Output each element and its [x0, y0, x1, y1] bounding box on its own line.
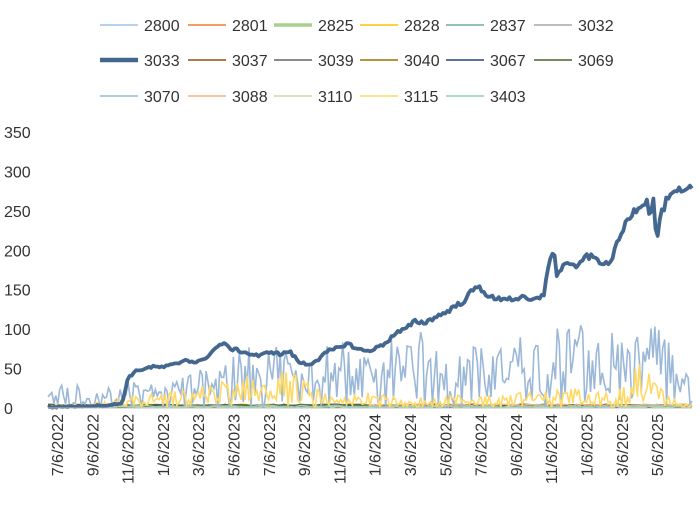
- legend-label: 3032: [578, 18, 614, 35]
- legend-entry-3070: 3070: [100, 89, 180, 106]
- y-tick-label: 250: [4, 204, 31, 221]
- legend-label: 3069: [578, 53, 614, 70]
- y-tick-label: 350: [4, 125, 31, 142]
- legend-label: 2825: [318, 18, 354, 35]
- x-tick-label: 9/6/2022: [85, 414, 102, 476]
- legend-entry-3110: 3110: [274, 89, 353, 106]
- x-tick-label: 11/6/2024: [544, 414, 561, 484]
- legend-entry-3115: 3115: [360, 89, 439, 106]
- y-axis: 0 50 100 150 200 250 300 350: [4, 125, 31, 418]
- legend-entry-3039: 3039: [274, 53, 354, 70]
- legend-label: 3403: [490, 89, 526, 106]
- x-tick-label: 3/6/2023: [191, 414, 208, 476]
- x-tick-label: 11/6/2022: [121, 414, 138, 484]
- y-tick-label: 100: [4, 322, 31, 339]
- x-tick-label: 5/6/2025: [650, 414, 667, 476]
- series-line-3115: [47, 364, 693, 410]
- legend-label: 2800: [144, 18, 180, 35]
- x-tick-label: 3/6/2025: [615, 414, 632, 476]
- x-tick-label: 5/6/2024: [438, 414, 455, 476]
- legend-label: 3070: [144, 89, 180, 106]
- series-line-3033: [47, 183, 694, 410]
- legend-entry-2825: 2825: [274, 18, 354, 35]
- x-tick-label: 1/6/2023: [156, 414, 173, 476]
- legend-label: 3115: [404, 89, 439, 106]
- y-tick-label: 200: [4, 243, 31, 260]
- legend-label: 3037: [232, 53, 268, 70]
- x-tick-label: 7/6/2022: [50, 414, 67, 476]
- legend-entry-2828: 2828: [360, 18, 440, 35]
- legend-entry-3037: 3037: [188, 53, 268, 70]
- x-tick-label: 3/6/2024: [403, 414, 420, 476]
- x-tick-label: 9/6/2024: [509, 414, 526, 476]
- legend-entry-3067: 3067: [446, 53, 526, 70]
- y-tick-label: 50: [4, 362, 22, 379]
- legend-entry-2837: 2837: [446, 18, 526, 35]
- x-axis: 7/6/2022 9/6/2022 11/6/2022 1/6/2023 3/6/202…: [48, 407, 692, 484]
- series-line-3403: [47, 404, 693, 408]
- legend-label: 3039: [318, 53, 354, 70]
- x-tick-label: 1/6/2025: [580, 414, 597, 476]
- x-tick-label: 7/6/2023: [262, 414, 279, 476]
- legend-entry-3403: 3403: [446, 89, 526, 106]
- y-tick-label: 0: [4, 401, 13, 418]
- x-tick-label: 11/6/2023: [332, 414, 349, 484]
- legend-label: 3040: [404, 53, 440, 70]
- x-tick-label: 7/6/2024: [474, 414, 491, 476]
- legend-entry-3040: 3040: [360, 53, 440, 70]
- legend-entry-3088: 3088: [188, 89, 268, 106]
- x-tick-label: 9/6/2023: [297, 414, 314, 476]
- legend-label: 2828: [404, 18, 440, 35]
- legend-label: 2801: [232, 18, 268, 35]
- legend-entry-3033: 3033: [100, 53, 180, 70]
- x-tick-label: 1/6/2024: [368, 414, 385, 476]
- legend-label: 3088: [232, 89, 268, 106]
- y-tick-label: 300: [4, 164, 31, 181]
- legend-label: 2837: [490, 18, 526, 35]
- series-layer: [47, 183, 694, 410]
- legend-entry-3069: 3069: [534, 53, 614, 70]
- x-tick-label: 5/6/2023: [227, 414, 244, 476]
- legend-entry-2800: 2800: [100, 18, 180, 35]
- legend-label: 3110: [318, 89, 353, 106]
- y-tick-label: 150: [4, 283, 31, 300]
- legend-entry-3032: 3032: [534, 18, 614, 35]
- legend-label: 3033: [144, 53, 180, 70]
- legend: 2800 2801 2825 2828 2837 3032 3033 3037 3039 3040…: [100, 18, 614, 106]
- legend-entry-2801: 2801: [188, 18, 268, 35]
- legend-label: 3067: [490, 53, 526, 70]
